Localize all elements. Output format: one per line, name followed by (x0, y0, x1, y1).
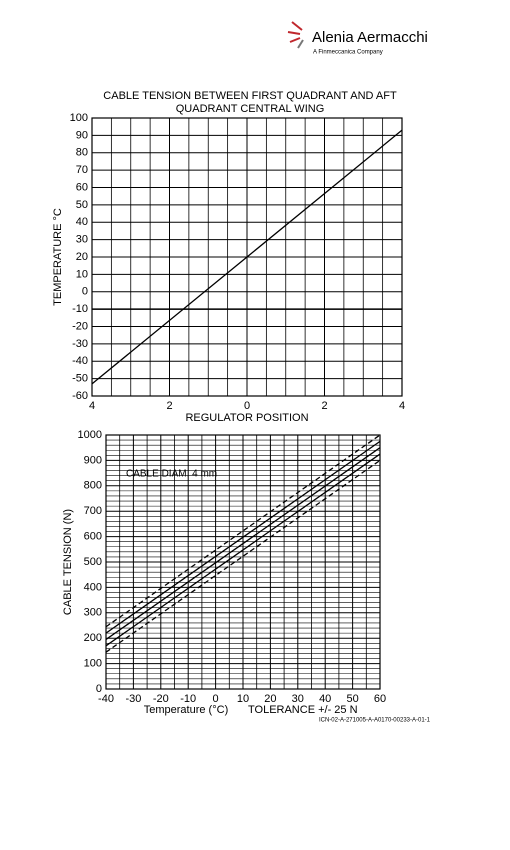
logo-icon (287, 21, 304, 49)
plot-frame (91, 117, 403, 397)
y-tick-label: 70 (76, 164, 88, 176)
y-tick-label: -10 (72, 303, 88, 315)
series-line (105, 440, 381, 634)
y-tick-label: 50 (76, 199, 88, 211)
y-tick-label: 1000 (78, 429, 102, 441)
annotation: CABLE DIAM. 4 mm (126, 469, 217, 480)
y-tick-label: 200 (84, 632, 102, 644)
x-tick-label: -10 (180, 693, 196, 705)
y-tick-label: 900 (84, 454, 102, 466)
y-tick-label: 100 (84, 658, 102, 670)
x-tick-label: 2 (321, 400, 327, 412)
y-tick-label: 400 (84, 581, 102, 593)
x-tick-label: 0 (244, 400, 250, 412)
y-tick-label: 60 (76, 181, 88, 193)
y-tick-label: -20 (72, 320, 88, 332)
y-tick-label: 600 (84, 531, 102, 543)
y-tick-label: 500 (84, 556, 102, 568)
x-axis-label: REGULATOR POSITION (185, 412, 308, 424)
y-tick-label: 700 (84, 505, 102, 517)
brand: Alenia Aermacchi (312, 29, 428, 46)
tolerance-note: TOLERANCE +/- 25 N (248, 704, 358, 716)
y-tick-label: -30 (72, 338, 88, 350)
y-tick-label: -50 (72, 373, 88, 385)
brand-subtitle: A Finmeccanica Company (313, 50, 383, 56)
x-tick-label: 60 (374, 693, 386, 705)
x-tick-label: -40 (98, 693, 114, 705)
y-axis-label: TEMPERATURE °C (52, 208, 64, 306)
x-tick-label: 4 (89, 400, 95, 412)
x-axis-label: Temperature (°C) (144, 704, 228, 716)
x-tick-label: 40 (319, 693, 331, 705)
x-tick-label: -30 (125, 693, 141, 705)
x-tick-label: 20 (264, 693, 276, 705)
y-tick-label: 80 (76, 147, 88, 159)
y-tick-label: 0 (82, 286, 88, 298)
y-tick-label: 20 (76, 251, 88, 263)
x-tick-label: -20 (153, 693, 169, 705)
x-tick-label: 30 (292, 693, 304, 705)
figure-code: ICN-02-A-271005-A-A0170-00233-A-01-1 (319, 718, 431, 724)
y-tick-label: -40 (72, 355, 88, 367)
y-tick-label: 10 (76, 268, 88, 280)
plot-frame (105, 434, 381, 690)
y-tick-label: -60 (72, 390, 88, 402)
series-line (105, 453, 381, 647)
x-tick-label: 10 (237, 693, 249, 705)
x-tick-label: 4 (399, 400, 405, 412)
y-tick-label: 800 (84, 480, 102, 492)
series-line (105, 447, 381, 641)
chart-title: CABLE TENSION BETWEEN FIRST QUADRANT AND… (103, 90, 397, 115)
y-axis-label: CABLE TENSION (N) (62, 509, 74, 615)
x-tick-label: 0 (213, 693, 219, 705)
y-tick-label: 100 (70, 112, 88, 124)
x-tick-label: 50 (346, 693, 358, 705)
y-tick-label: 300 (84, 607, 102, 619)
y-tick-label: 90 (76, 129, 88, 141)
y-tick-label: 30 (76, 234, 88, 246)
y-tick-label: 40 (76, 216, 88, 228)
x-tick-label: 2 (166, 400, 172, 412)
y-tick-label: 0 (96, 683, 102, 695)
series-line (91, 129, 403, 385)
